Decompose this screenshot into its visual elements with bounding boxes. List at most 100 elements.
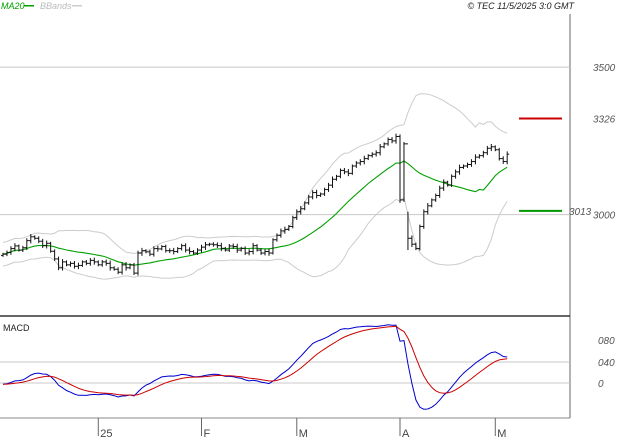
ohlc-bar (143, 249, 148, 254)
ohlc-bar (235, 243, 240, 253)
ohlc-bar (116, 267, 121, 275)
ohlc-bar (294, 209, 299, 220)
ohlc-bar (378, 143, 383, 156)
ohlc-bar (187, 247, 192, 255)
ohlc-bar (366, 154, 371, 161)
ohlc-bar (386, 137, 391, 146)
ohlc-bar (497, 147, 502, 161)
ohlc-bar (342, 168, 347, 175)
ohlc-bar (314, 189, 319, 199)
y-tick-label: 3500 (593, 63, 616, 74)
ohlc-bar (465, 162, 470, 168)
ohlc-bar (469, 159, 474, 167)
ohlc-bar (409, 235, 414, 247)
ohlc-bar (147, 249, 152, 257)
ohlc-bar (112, 266, 117, 271)
ohlc-bar (104, 259, 109, 266)
ohlc-bar (278, 228, 283, 238)
bbands-legend-label: BBands (40, 1, 72, 11)
ohlc-bar (485, 145, 490, 156)
ohlc-bar (80, 260, 85, 267)
ohlc-bar (322, 187, 327, 196)
ohlc-bar (171, 247, 176, 255)
ohlc-bar (151, 246, 156, 257)
ohlc-bar (48, 241, 53, 253)
ohlc-bar (286, 224, 291, 231)
ohlc-bar (195, 248, 200, 255)
ohlc-bar (68, 261, 73, 267)
x-tick-label: 25 (100, 428, 112, 440)
macd-tick-label: 0 (598, 379, 604, 390)
ohlc-bar (398, 134, 402, 203)
ohlc-bar (20, 245, 25, 252)
ohlc-bar (334, 174, 339, 181)
ohlc-bar (211, 242, 216, 247)
ohlc-bar (215, 242, 220, 249)
ohlc-bar (183, 243, 188, 253)
ohlc-bar (128, 263, 133, 270)
ohlc-bar (405, 143, 410, 251)
ohlc-bar (290, 215, 295, 229)
ohlc-bar (394, 133, 399, 144)
ohlc-bar (429, 198, 434, 208)
ohlc-bar (72, 260, 77, 269)
ohlc-bar (449, 174, 454, 188)
x-tick-label: M (497, 428, 506, 440)
ohlc-bar (16, 244, 21, 252)
ohlc-bar (330, 176, 335, 188)
ohlc-bar (274, 233, 279, 242)
ma20-legend-label: MA20 (1, 1, 25, 11)
ohlc-bar (270, 238, 275, 255)
x-tick-label: M (299, 428, 308, 440)
ohlc-bar (219, 242, 224, 252)
ohlc-bar (32, 235, 37, 240)
ohlc-bar (60, 259, 65, 271)
macd-lines (2, 324, 508, 410)
price-levels: 3326 3013 (519, 114, 616, 218)
ohlc-bar (139, 247, 144, 256)
resistance-level-label: 3326 (593, 114, 616, 125)
ohlc-bar (52, 249, 57, 261)
ohlc-bar (132, 262, 137, 276)
ohlc-bar (282, 226, 287, 234)
ohlc-bar (159, 245, 164, 251)
ohlc-bar (1, 252, 5, 257)
price-grid (0, 66, 570, 216)
ohlc-bar (370, 152, 375, 158)
ohlc-bar (390, 137, 395, 144)
ohlc-bar (40, 238, 45, 249)
ohlc-bar (24, 238, 29, 251)
ohlc-bar (302, 201, 307, 211)
ohlc-bar (354, 161, 359, 168)
ohlc-bar (501, 156, 506, 164)
ohlc-bar (338, 168, 343, 179)
ohlc-bar (374, 150, 379, 157)
ohlc-bar (445, 180, 450, 187)
ohlc-bar (36, 236, 41, 244)
ohlc-bar (346, 169, 351, 177)
ohlc-bar (179, 243, 184, 251)
ohlc-bar (88, 258, 93, 266)
ohlc-bar (310, 190, 315, 200)
ohlc-bar (155, 245, 160, 252)
ohlc-bar (12, 243, 17, 252)
copyright-label: © TEC 11/5/2025 3:0 GMT (467, 1, 575, 11)
macd-tick-label: 040 (598, 358, 615, 369)
bband-upper (2, 93, 508, 255)
support-level-label: 3013 (569, 207, 592, 218)
ohlc-bar (76, 262, 81, 270)
bollinger-bands (2, 93, 508, 280)
ohlc-bar (461, 164, 466, 169)
ohlc-bar (433, 193, 438, 202)
ohlc-bar (477, 154, 482, 159)
ohlc-bar (318, 192, 323, 197)
ohlc-bar (298, 205, 303, 215)
ohlc-bar (92, 257, 97, 265)
bband-lower (2, 196, 508, 280)
ohlc-bar (263, 249, 268, 256)
ohlc-bar (473, 154, 478, 165)
ohlc-bar (135, 250, 140, 276)
x-axis-labels: 25 F M A M (97, 418, 506, 440)
